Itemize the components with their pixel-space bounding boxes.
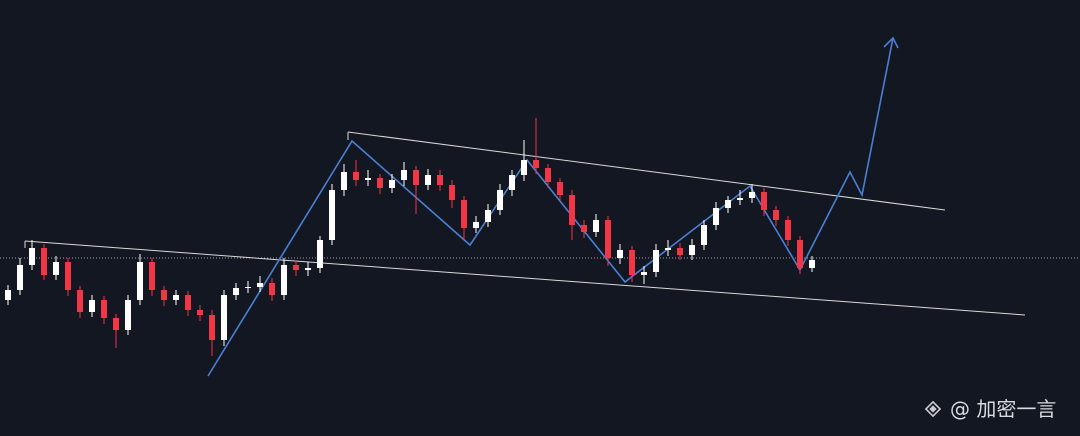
arrow-head bbox=[883, 36, 899, 49]
watermark-text: @ 加密一言 bbox=[950, 397, 1056, 421]
candle-body bbox=[113, 318, 119, 330]
candle-body bbox=[737, 198, 743, 200]
candle-body bbox=[341, 172, 347, 190]
candle-body bbox=[725, 200, 731, 208]
candle-body bbox=[785, 220, 791, 240]
candle-body bbox=[665, 248, 671, 250]
candle-body bbox=[149, 262, 155, 290]
candle-body bbox=[689, 245, 695, 255]
candle-body bbox=[485, 210, 491, 222]
candle-body bbox=[41, 248, 47, 275]
candle-body bbox=[5, 290, 11, 300]
candle-body bbox=[557, 182, 563, 195]
candle-body bbox=[281, 265, 287, 295]
candle-body bbox=[677, 248, 683, 255]
candle-body bbox=[269, 283, 275, 295]
candle-body bbox=[401, 170, 407, 180]
candle-body bbox=[221, 295, 227, 340]
candle-body bbox=[101, 300, 107, 318]
candle-body bbox=[509, 175, 515, 190]
candle-body bbox=[293, 265, 299, 270]
candle-body bbox=[521, 160, 527, 175]
lower-trendline bbox=[24, 240, 1026, 316]
candle-body bbox=[305, 268, 311, 270]
candle-body bbox=[617, 250, 623, 258]
candle-body bbox=[797, 240, 803, 268]
candle-body bbox=[749, 192, 755, 198]
drawings bbox=[0, 36, 1080, 377]
candle-body bbox=[545, 168, 551, 182]
candle-body bbox=[389, 180, 395, 188]
candle-body bbox=[413, 170, 419, 185]
candle-body bbox=[125, 300, 131, 330]
candle-body bbox=[761, 192, 767, 210]
candle-body bbox=[569, 195, 575, 225]
candle-body bbox=[449, 185, 455, 200]
candle-body bbox=[593, 220, 599, 232]
projection-path bbox=[207, 37, 894, 377]
candle-body bbox=[29, 248, 35, 265]
candle-body bbox=[317, 240, 323, 268]
candle-body bbox=[497, 190, 503, 210]
candle-body bbox=[641, 272, 647, 275]
candle-body bbox=[77, 290, 83, 312]
candle-body bbox=[137, 262, 143, 300]
watermark-logo bbox=[924, 400, 942, 418]
watermark: @ 加密一言 bbox=[924, 397, 1056, 421]
candle-body bbox=[53, 262, 59, 275]
upper-trendline bbox=[347, 131, 946, 211]
candle-body bbox=[233, 288, 239, 295]
candle-body bbox=[353, 172, 359, 180]
candle-body bbox=[245, 287, 251, 288]
candle-body bbox=[173, 295, 179, 300]
candle-body bbox=[473, 222, 479, 228]
candle-body bbox=[773, 210, 779, 220]
candle-body bbox=[65, 262, 71, 290]
candle-body bbox=[425, 175, 431, 185]
candle-body bbox=[713, 208, 719, 225]
candle-body bbox=[17, 265, 23, 290]
candle-body bbox=[209, 315, 215, 340]
candle-body bbox=[437, 175, 443, 185]
candle-body bbox=[89, 300, 95, 312]
candle-body bbox=[581, 225, 587, 232]
candles bbox=[5, 118, 815, 356]
candle-body bbox=[653, 250, 659, 272]
candle-body bbox=[629, 250, 635, 275]
candle-body bbox=[605, 220, 611, 258]
candle-body bbox=[377, 178, 383, 188]
candle-body bbox=[533, 160, 539, 168]
candle-body bbox=[257, 283, 263, 287]
candle-body bbox=[701, 225, 707, 245]
candle-body bbox=[461, 200, 467, 228]
candle-body bbox=[809, 260, 815, 268]
candle-body bbox=[185, 295, 191, 310]
candle-body bbox=[161, 290, 167, 300]
candle-body bbox=[365, 178, 371, 180]
candle-body bbox=[197, 310, 203, 315]
candle-body bbox=[329, 190, 335, 240]
